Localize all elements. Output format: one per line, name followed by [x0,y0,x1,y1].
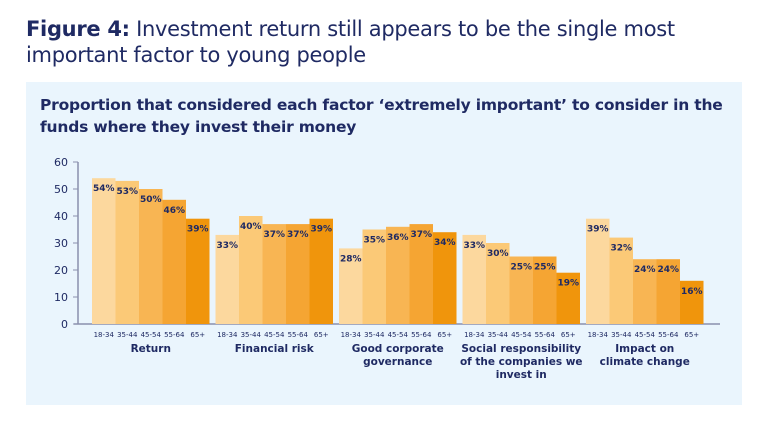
data-label: 35% [363,236,385,246]
x-tick-label: 18-34 [217,331,238,339]
y-tick-label: 30 [54,237,68,250]
x-tick-label: 18-34 [341,331,362,339]
y-tick-label: 60 [54,156,68,169]
bar [215,234,239,324]
bar [115,180,139,324]
x-tick-label: 65+ [437,331,452,339]
y-tick-label: 40 [54,210,68,223]
data-label: 40% [240,222,262,232]
data-label: 24% [634,265,656,275]
data-label: 32% [610,244,632,254]
x-tick-label: 65+ [684,331,699,339]
data-label: 34% [434,238,456,248]
data-label: 25% [534,263,556,273]
y-tick-label: 50 [54,183,68,196]
bar [486,243,510,324]
data-label: 16% [681,287,703,297]
data-label: 37% [287,230,309,240]
bar [339,248,363,324]
bar [633,259,657,324]
data-label: 39% [310,225,332,235]
x-tick-label: 35-44 [364,331,385,339]
figure-title-text: Investment return still appears to be th… [26,17,675,67]
x-tick-label: 35-44 [611,331,632,339]
x-tick-label: 35-44 [488,331,509,339]
category-label: Social responsibility [461,343,581,355]
bar [656,259,680,324]
x-tick-label: 45-54 [511,331,532,339]
data-label: 39% [587,225,609,235]
data-label: 36% [387,233,409,243]
data-label: 54% [93,184,115,194]
bar [286,224,310,324]
data-label: 53% [116,187,138,197]
x-tick-label: 45-54 [141,331,162,339]
bar [239,216,263,324]
data-label: 33% [216,241,238,251]
data-label: 33% [463,241,485,251]
data-label: 28% [340,254,362,264]
x-tick-label: 45-54 [635,331,656,339]
bar [186,218,210,324]
data-label: 24% [657,265,679,275]
x-tick-label: 35-44 [117,331,138,339]
category-label: Return [131,343,171,355]
x-tick-label: 55-64 [164,331,185,339]
category-label: climate change [600,356,690,368]
x-tick-label: 35-44 [241,331,262,339]
x-tick-label: 65+ [561,331,576,339]
x-tick-label: 65+ [314,331,329,339]
x-tick-label: 18-34 [464,331,485,339]
x-tick-label: 55-64 [658,331,679,339]
bar [92,178,116,324]
category-label: Impact on [615,343,674,355]
data-label: 19% [557,279,579,289]
data-label: 25% [510,263,532,273]
category-label: Good corporate [352,343,444,355]
x-tick-label: 55-64 [411,331,432,339]
bar [139,189,163,324]
bar [433,232,457,324]
data-label: 37% [263,230,285,240]
bar [533,256,557,324]
bar [556,272,580,324]
data-label: 39% [187,225,209,235]
bar [509,256,533,324]
y-tick-label: 20 [54,264,68,277]
bar [586,218,610,324]
x-tick-label: 45-54 [264,331,285,339]
x-tick-label: 55-64 [535,331,556,339]
figure-label: Figure 4: [26,17,130,41]
bar [262,224,286,324]
data-label: 50% [140,195,162,205]
category-label: of the companies we [460,356,583,368]
category-label: governance [363,356,432,368]
data-label: 37% [410,230,432,240]
bar [680,280,704,324]
bar [462,234,486,324]
chart-title: Proportion that considered each factor ‘… [40,96,723,136]
figure-title: Figure 4: Investment return still appear… [26,16,746,68]
x-tick-label: 45-54 [388,331,409,339]
x-tick-label: 65+ [190,331,205,339]
y-tick-label: 10 [54,291,68,304]
data-label: 30% [487,249,509,259]
y-tick-label: 0 [61,318,68,331]
data-label: 46% [163,206,185,216]
bar [409,224,433,324]
x-tick-label: 55-64 [288,331,309,339]
bar [609,237,633,324]
bar [162,199,186,324]
x-tick-label: 18-34 [588,331,609,339]
category-label: invest in [496,369,547,381]
bar [386,226,410,324]
x-tick-label: 18-34 [94,331,115,339]
category-label: Financial risk [235,343,315,355]
bar [309,218,333,324]
bar [362,229,386,324]
